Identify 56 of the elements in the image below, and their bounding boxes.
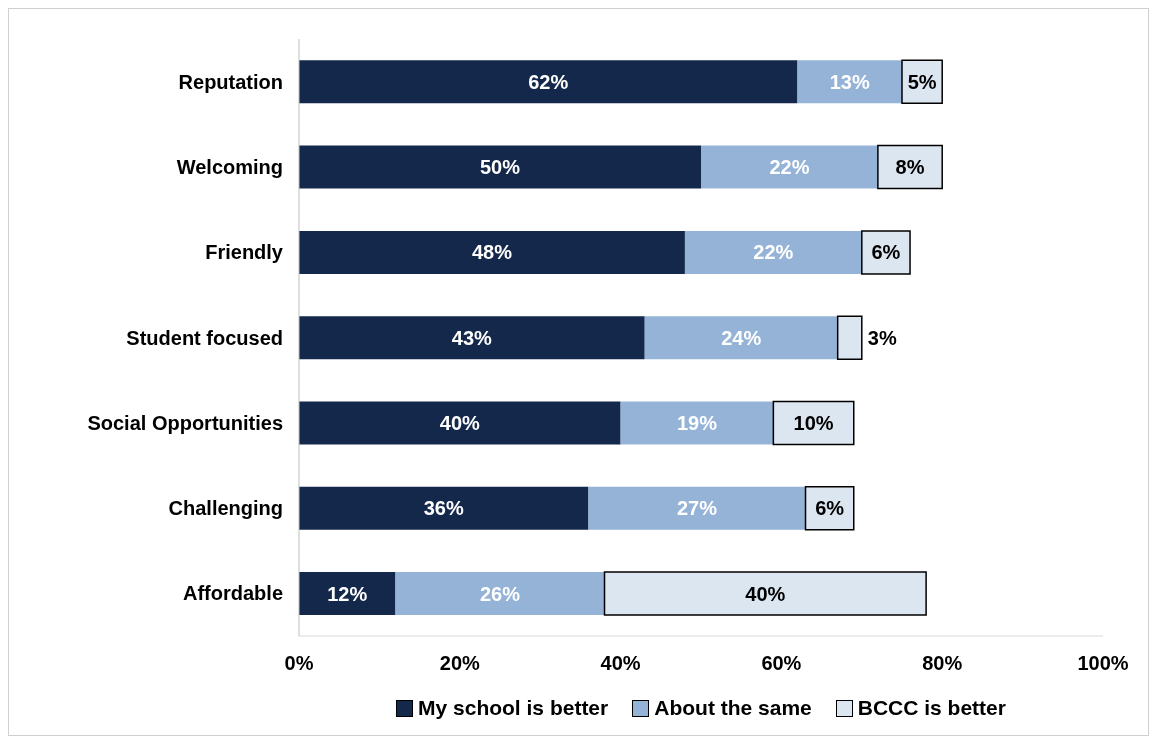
bar bbox=[299, 572, 396, 616]
bar bbox=[299, 316, 645, 360]
data-label: 22% bbox=[753, 241, 794, 264]
y-tick-label: Friendly bbox=[205, 241, 284, 264]
data-label: 50% bbox=[479, 156, 521, 179]
x-tick-label: 100% bbox=[1077, 652, 1129, 675]
bar bbox=[299, 60, 798, 104]
data-label: 5% bbox=[907, 70, 937, 93]
legend-label: BCCC is better bbox=[857, 696, 1006, 720]
data-label: 8% bbox=[895, 156, 925, 179]
data-label: 27% bbox=[676, 497, 718, 520]
data-label: 40% bbox=[439, 411, 481, 434]
data-label: 19% bbox=[676, 411, 718, 434]
data-label: 36% bbox=[423, 497, 464, 520]
bar bbox=[772, 400, 855, 446]
bar bbox=[588, 486, 806, 530]
y-tick-label: Social Opportunities bbox=[87, 411, 283, 434]
bar bbox=[620, 401, 774, 445]
bar bbox=[299, 230, 685, 274]
data-label: 24% bbox=[721, 326, 762, 349]
data-label: 22% bbox=[769, 156, 810, 179]
data-label: 62% bbox=[528, 70, 569, 93]
bar bbox=[299, 401, 621, 445]
data-label: 6% bbox=[815, 497, 845, 520]
bar bbox=[797, 60, 902, 104]
data-label: 6% bbox=[871, 241, 901, 264]
x-tick-label: 80% bbox=[922, 652, 963, 675]
data-label: 40% bbox=[745, 582, 786, 605]
data-label: 3% bbox=[867, 326, 897, 349]
bar bbox=[877, 144, 943, 190]
bar bbox=[299, 145, 701, 189]
data-label: 12% bbox=[327, 582, 368, 605]
y-tick-label: Challenging bbox=[168, 497, 283, 520]
bar bbox=[299, 486, 589, 530]
bar bbox=[701, 145, 878, 189]
data-label: 10% bbox=[793, 411, 834, 434]
data-label: 48% bbox=[471, 241, 513, 264]
y-tick-label: Reputation bbox=[178, 70, 283, 93]
x-tick-label: 0% bbox=[284, 652, 314, 675]
y-tick-label: Welcoming bbox=[176, 156, 283, 179]
x-tick-label: 20% bbox=[439, 652, 481, 675]
bar bbox=[684, 230, 862, 274]
y-tick-label: Affordable bbox=[183, 582, 283, 605]
legend-label: My school is better bbox=[418, 696, 609, 720]
data-label: 43% bbox=[451, 326, 493, 349]
bar bbox=[804, 486, 855, 531]
bar bbox=[395, 572, 605, 616]
bar bbox=[836, 315, 863, 360]
bar bbox=[644, 316, 838, 360]
data-label: 26% bbox=[479, 582, 521, 605]
legend-label: About the same bbox=[654, 696, 812, 720]
bar bbox=[603, 571, 927, 616]
x-tick-label: 40% bbox=[600, 652, 641, 675]
x-tick-label: 60% bbox=[761, 652, 802, 675]
data-label: 13% bbox=[829, 70, 870, 93]
y-tick-label: Student focused bbox=[126, 326, 283, 349]
